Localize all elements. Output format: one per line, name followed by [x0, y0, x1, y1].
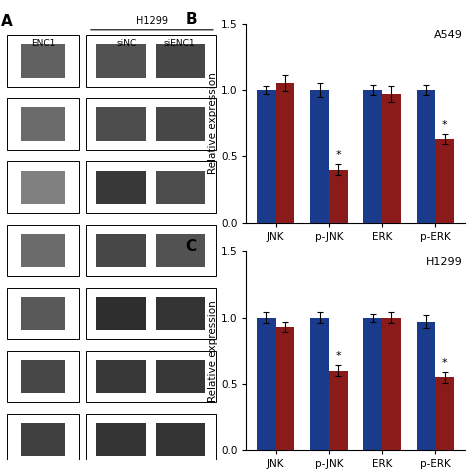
Bar: [156, 171, 206, 204]
Bar: [86, 162, 216, 213]
Bar: [276, 327, 294, 450]
Text: A549: A549: [433, 30, 462, 40]
Bar: [96, 423, 146, 456]
Bar: [7, 35, 79, 87]
Bar: [7, 288, 79, 339]
Bar: [21, 171, 65, 204]
Bar: [21, 45, 65, 78]
Bar: [86, 35, 216, 87]
Text: *: *: [442, 358, 447, 368]
Bar: [96, 171, 146, 204]
Bar: [329, 170, 347, 223]
Text: H1299: H1299: [136, 16, 168, 26]
Bar: [86, 99, 216, 150]
Text: *: *: [442, 120, 447, 130]
Bar: [364, 318, 382, 450]
Text: *: *: [336, 150, 341, 160]
Bar: [382, 318, 401, 450]
Bar: [156, 360, 206, 393]
Bar: [329, 371, 347, 450]
Bar: [86, 351, 216, 402]
Bar: [96, 360, 146, 393]
Bar: [86, 288, 216, 339]
Bar: [96, 297, 146, 330]
Bar: [21, 360, 65, 393]
Bar: [382, 94, 401, 223]
Bar: [310, 318, 329, 450]
Text: A: A: [0, 14, 12, 29]
Bar: [156, 234, 206, 267]
Bar: [96, 108, 146, 141]
Bar: [156, 108, 206, 141]
Bar: [417, 321, 435, 450]
Text: ENC1: ENC1: [31, 39, 55, 48]
Y-axis label: Relative expression: Relative expression: [208, 73, 218, 174]
Text: siENC1: siENC1: [164, 39, 195, 48]
Bar: [86, 414, 216, 465]
Text: *: *: [336, 351, 341, 361]
Bar: [276, 83, 294, 223]
Bar: [21, 108, 65, 141]
Bar: [7, 414, 79, 465]
Text: siNC: siNC: [116, 39, 137, 48]
Bar: [310, 90, 329, 223]
Bar: [96, 45, 146, 78]
Bar: [156, 297, 206, 330]
Bar: [156, 45, 206, 78]
Bar: [86, 225, 216, 276]
Bar: [156, 423, 206, 456]
Bar: [96, 234, 146, 267]
Bar: [435, 377, 454, 450]
Bar: [364, 90, 382, 223]
Bar: [21, 297, 65, 330]
Bar: [21, 423, 65, 456]
Bar: [7, 162, 79, 213]
Bar: [257, 90, 276, 223]
Bar: [435, 139, 454, 223]
Bar: [7, 99, 79, 150]
Bar: [7, 225, 79, 276]
Bar: [257, 318, 276, 450]
Text: B: B: [185, 12, 197, 27]
Text: C: C: [185, 239, 197, 254]
Bar: [417, 90, 435, 223]
Y-axis label: Relative expression: Relative expression: [208, 300, 218, 401]
Bar: [7, 351, 79, 402]
Text: H1299: H1299: [426, 257, 462, 267]
Bar: [21, 234, 65, 267]
